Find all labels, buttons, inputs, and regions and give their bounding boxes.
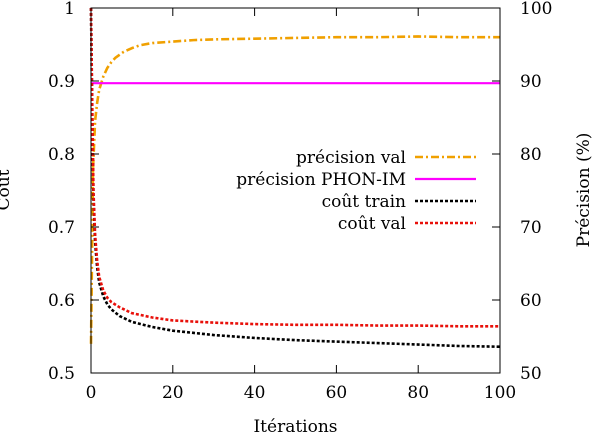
- y2-tick-label: 60: [520, 291, 542, 311]
- y2-tick-label: 80: [520, 145, 542, 165]
- x-tick-label: 60: [326, 383, 348, 403]
- y-tick-label: 0.8: [48, 145, 75, 165]
- y-tick-label: 0.7: [48, 218, 75, 238]
- y-tick-label: 0.5: [48, 364, 75, 384]
- y2-tick-label: 50: [520, 364, 542, 384]
- series-layer: [89, 7, 501, 349]
- legend-label-precision-phon-im: précision PHON-IM: [236, 170, 406, 190]
- y-tick-label: 1: [64, 0, 75, 19]
- x-tick-label: 20: [162, 383, 184, 403]
- ticks-layer: 0 20 40 60 80 100 0.5 0.6 0.7 0.8 0.9 1 50 60 70 80 90 10…: [48, 0, 553, 403]
- y2-tick-label: 70: [520, 218, 542, 238]
- series-line-precision-val: [89, 35, 500, 344]
- plot-frame: [90, 7, 501, 374]
- x-tick-label: 80: [407, 383, 429, 403]
- y2-tick-label: 100: [520, 0, 552, 19]
- x-tick-label: 100: [484, 383, 516, 403]
- y-tick-label: 0.6: [48, 291, 75, 311]
- y-tick-label: 0.9: [48, 72, 75, 92]
- x-axis-label: Itérations: [253, 417, 337, 433]
- y-axis-label: Coût: [0, 169, 14, 210]
- legend-label-precision-val: précision val: [296, 148, 406, 168]
- legend-label-cout-train: coût train: [322, 192, 406, 212]
- x-tick-label: 0: [86, 383, 97, 403]
- y2-tick-label: 90: [520, 72, 542, 92]
- series-line-cout-val: [89, 7, 500, 328]
- legend-label-cout-val: coût val: [338, 214, 406, 234]
- x-tick-label: 40: [244, 383, 266, 403]
- y2-axis-label: Précision (%): [574, 133, 594, 248]
